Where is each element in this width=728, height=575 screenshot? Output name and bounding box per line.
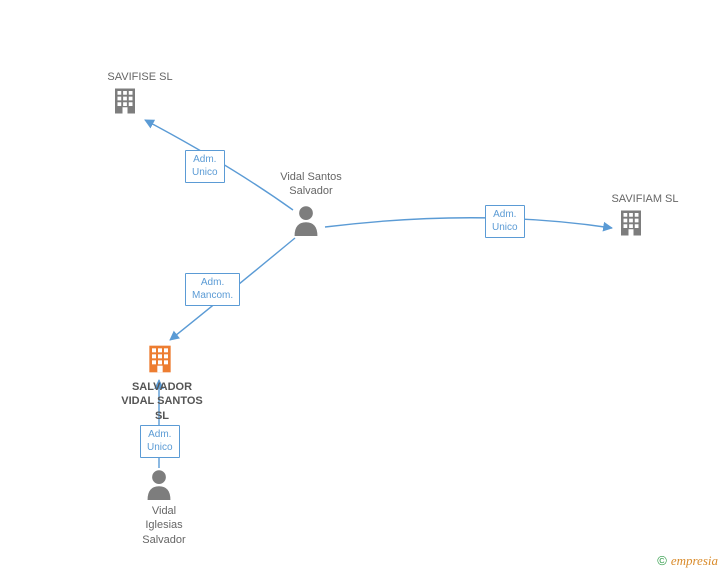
- company-node-salvador-vidal-santos-sl[interactable]: [144, 343, 176, 380]
- edge-e2: [325, 218, 612, 228]
- edge-label-e3: Adm. Mancom.: [185, 273, 240, 306]
- edge-label-e4: Adm. Unico: [140, 425, 180, 458]
- company-label-savifiamsl: SAVIFIAM SL: [600, 192, 690, 206]
- edge-label-e1: Adm. Unico: [185, 150, 225, 183]
- building-icon: [110, 86, 140, 116]
- edge-label-line: Mancom.: [192, 290, 233, 301]
- company-label-salvador-vidal-santos-sl: SALVADOR VIDAL SANTOS SL: [120, 380, 204, 423]
- person-label-vidal-iglesias-salvador: Vidal Iglesias Salvador: [134, 504, 194, 547]
- person-node-vidal-iglesias-salvador[interactable]: [145, 468, 173, 505]
- edge-label-line: Adm.: [201, 277, 224, 288]
- copyright-symbol: ©: [657, 553, 667, 568]
- edge-label-line: Unico: [192, 167, 218, 178]
- edge-label-e2: Adm. Unico: [485, 205, 525, 238]
- company-node-savifise[interactable]: [110, 86, 140, 121]
- building-icon: [616, 208, 646, 238]
- edge-label-line: Unico: [147, 442, 173, 453]
- person-node-vidal-santos-salvador[interactable]: [292, 204, 320, 241]
- company-node-savifiamsl[interactable]: [616, 208, 646, 243]
- edge-label-line: Adm.: [193, 154, 216, 165]
- company-label-savifise: SAVIFISE SL: [95, 70, 185, 84]
- person-label-vidal-santos-salvador: Vidal Santos Salvador: [271, 170, 351, 199]
- brand-name: empresia: [671, 553, 718, 568]
- edge-label-line: Adm.: [493, 209, 516, 220]
- person-icon: [292, 204, 320, 236]
- watermark: © empresia: [657, 553, 718, 569]
- edge-label-line: Adm.: [148, 429, 171, 440]
- edge-label-line: Unico: [492, 222, 518, 233]
- building-icon: [144, 343, 176, 375]
- person-icon: [145, 468, 173, 500]
